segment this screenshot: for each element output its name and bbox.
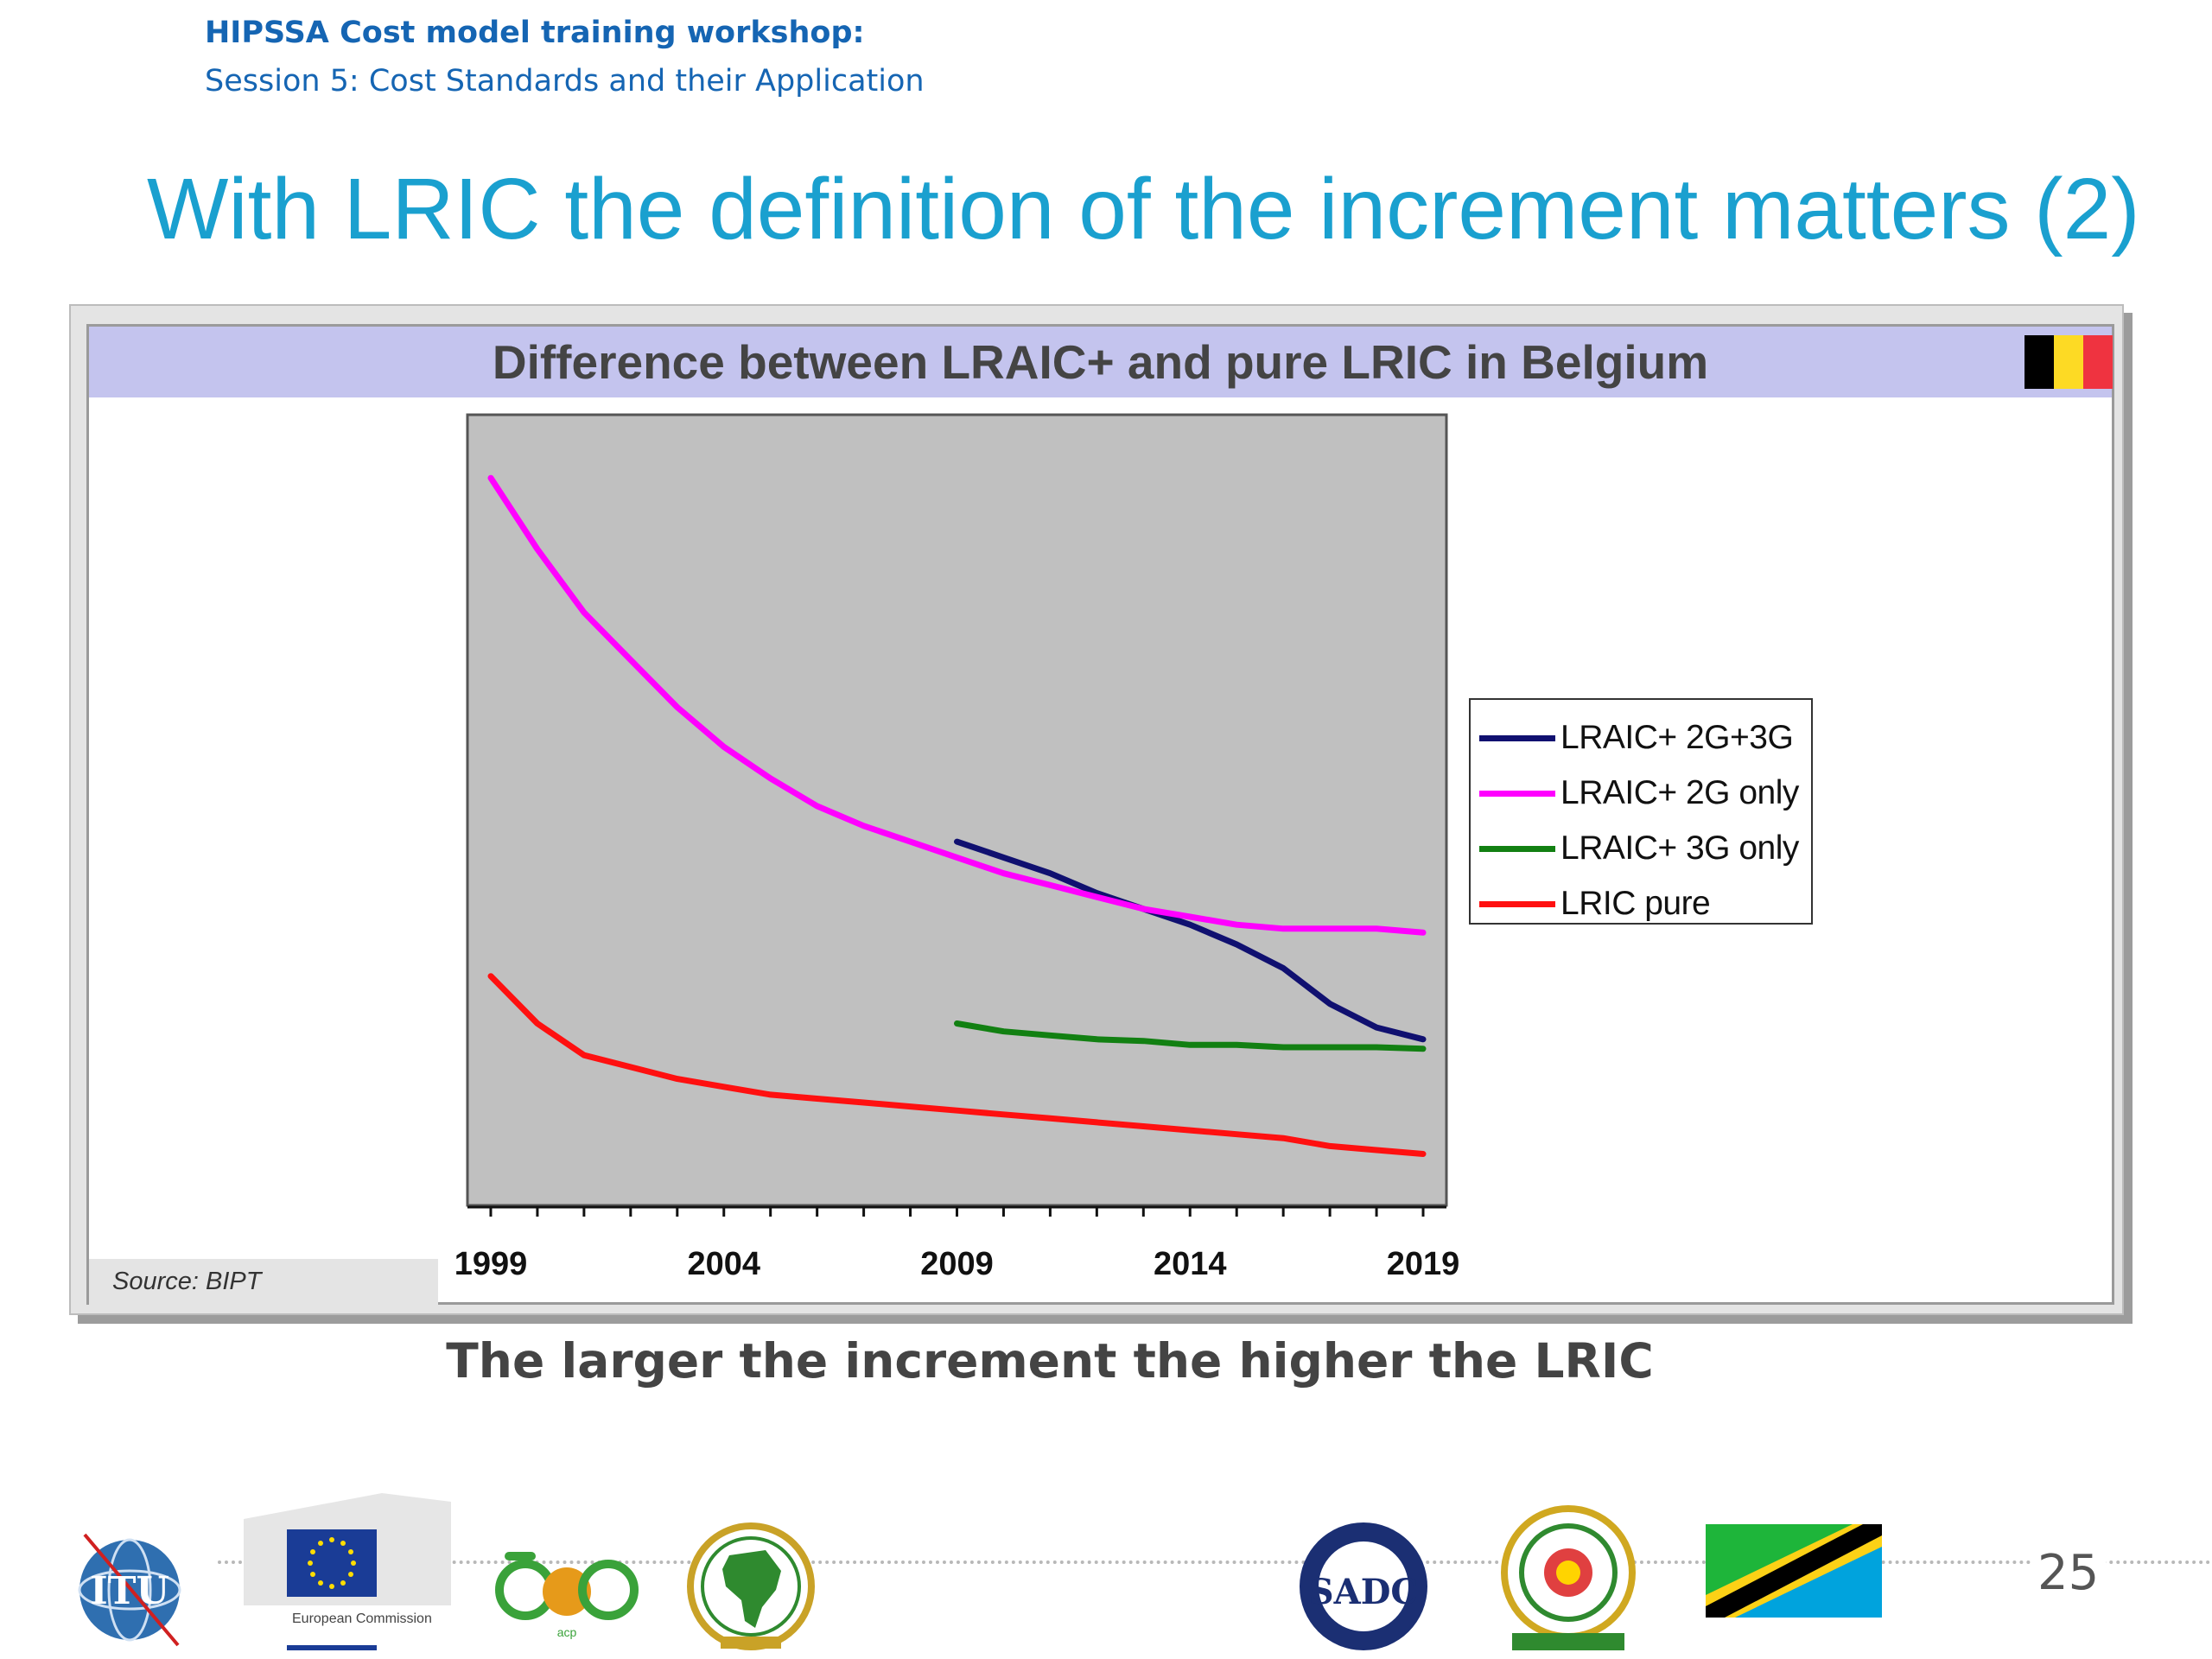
x-axis-ticks: [489, 1207, 1425, 1217]
legend-label: LRAIC+ 2G+3G: [1560, 719, 1794, 756]
african-union-logo: [687, 1522, 815, 1650]
x-tick-label: 1999: [454, 1246, 528, 1282]
legend: LRAIC+ 2G+3G LRAIC+ 2G only LRAIC+ 3G on…: [1469, 698, 1813, 925]
chart-title: Difference between LRAIC+ and pure LRIC …: [492, 335, 1709, 389]
series-line-0: [954, 838, 1427, 1043]
plot-area: [466, 413, 1448, 1207]
page-number: 25: [2031, 1545, 2107, 1601]
itu-logo-text: ITU: [90, 1569, 169, 1613]
legend-item: LRAIC+ 2G+3G: [1471, 710, 1811, 766]
series-line-2: [954, 1020, 1427, 1052]
sadc-logo: SADC: [1300, 1522, 1427, 1650]
x-tick-label: 2019: [1387, 1246, 1460, 1282]
ec-logo-text: European Commission: [292, 1611, 432, 1626]
acp-logo: acp: [495, 1552, 639, 1639]
legend-item: LRAIC+ 3G only: [1471, 821, 1811, 876]
session-title: Session 5: Cost Standards and their Appl…: [205, 64, 925, 99]
workshop-title: HIPSSA Cost model training workshop:: [205, 16, 865, 50]
footer-divider: [218, 1560, 2212, 1564]
series-lines: [487, 474, 1427, 1157]
chart-title-bar: [89, 327, 2112, 397]
sadc-logo-text: SADC: [1309, 1572, 1418, 1612]
belgium-flag: [2024, 335, 2113, 389]
tanzania-flag: [1706, 1524, 1882, 1618]
series-line-1: [487, 474, 1427, 936]
legend-label: LRAIC+ 3G only: [1560, 830, 1799, 867]
x-tick-label: 2014: [1154, 1246, 1227, 1282]
itu-logo: ITU: [78, 1533, 181, 1647]
slide-title: With LRIC the definition of the incremen…: [147, 161, 2140, 257]
x-axis-tick-labels: 1999 2004 2009 2014 2019: [454, 1246, 1460, 1282]
x-tick-label: 2009: [920, 1246, 994, 1282]
legend-swatch: [1479, 790, 1555, 797]
legend-label: LRIC pure: [1560, 885, 1711, 922]
x-tick-label: 2004: [687, 1246, 760, 1282]
legend-swatch: [1479, 734, 1555, 741]
series-line-3: [487, 973, 1427, 1157]
slide-caption: The larger the increment the higher the …: [446, 1333, 1654, 1389]
european-commission-logo: European Commission: [244, 1493, 451, 1650]
acp-logo-text: acp: [557, 1625, 577, 1639]
source-note: Source: BIPT: [112, 1268, 262, 1295]
legend-item: LRAIC+ 2G only: [1471, 766, 1811, 821]
legend-swatch: [1479, 845, 1555, 852]
legend-swatch: [1479, 900, 1555, 907]
source-box: [89, 1259, 438, 1305]
legend-label: LRAIC+ 2G only: [1560, 774, 1799, 811]
legend-item: LRIC pure: [1471, 876, 1811, 931]
eac-logo: [1501, 1505, 1636, 1650]
